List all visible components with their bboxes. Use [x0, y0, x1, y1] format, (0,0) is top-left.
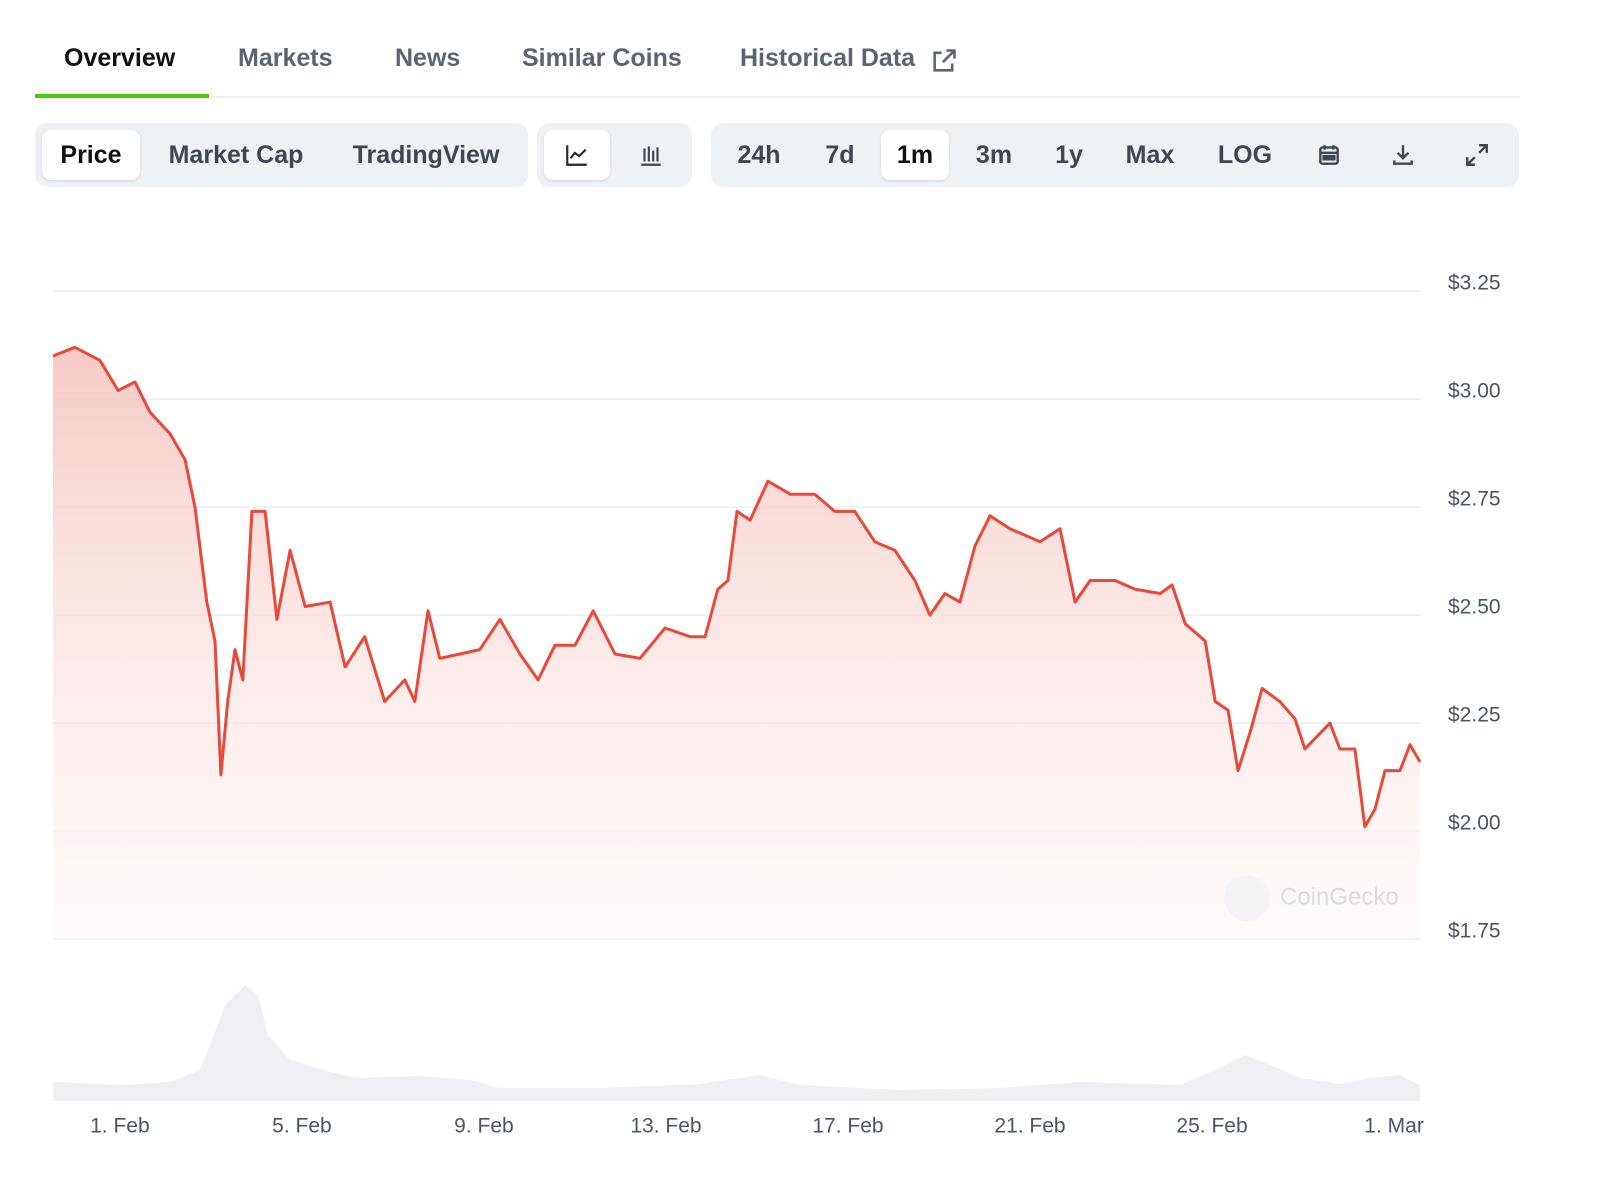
- fullscreen-button[interactable]: [1449, 130, 1505, 180]
- tradingview-button[interactable]: TradingView: [352, 141, 500, 169]
- x-tick-label: 13. Feb: [630, 1115, 701, 1138]
- watermark-text: CoinGecko: [1280, 883, 1399, 910]
- tab[interactable]: Overview: [64, 44, 176, 72]
- download-button[interactable]: [1375, 130, 1431, 180]
- x-tick-label: 25. Feb: [1176, 1115, 1247, 1138]
- price-button[interactable]: Price: [42, 130, 140, 180]
- x-tick-label: 1. Feb: [90, 1115, 150, 1138]
- range-button[interactable]: 1y: [1055, 141, 1083, 169]
- watermark: CoinGecko: [1224, 875, 1399, 921]
- x-tick-label: 9. Feb: [454, 1115, 514, 1138]
- y-tick-label: $2.50: [1448, 596, 1501, 619]
- tab[interactable]: Historical Data: [740, 44, 916, 72]
- tab[interactable]: Similar Coins: [522, 44, 682, 72]
- tab[interactable]: Markets: [238, 44, 333, 72]
- chart-kind-group: Price Market Cap TradingView: [35, 123, 528, 187]
- x-tick-label: 1. Mar: [1364, 1115, 1424, 1138]
- line-chart-button[interactable]: [544, 130, 610, 180]
- y-tick-label: $2.00: [1448, 812, 1501, 835]
- price-area: [53, 347, 1420, 939]
- tab-divider: [35, 96, 1520, 98]
- external-link-icon[interactable]: [930, 47, 958, 75]
- market-cap-button[interactable]: Market Cap: [168, 141, 304, 169]
- y-tick-label: $1.75: [1448, 920, 1501, 943]
- range-group: 24h 7d 1m 3m 1y Max LOG: [711, 123, 1519, 187]
- range-button[interactable]: Max: [1125, 141, 1175, 169]
- x-tick-label: 17. Feb: [812, 1115, 883, 1138]
- range-button[interactable]: 24h: [737, 141, 781, 169]
- price-line: [52, 345, 1422, 829]
- calendar-button[interactable]: [1301, 130, 1357, 180]
- volume-area: [53, 985, 1420, 1101]
- chart-style-group: [537, 123, 692, 187]
- y-tick-label: $2.25: [1448, 704, 1501, 727]
- range-button[interactable]: 3m: [975, 141, 1013, 169]
- x-tick-label: 5. Feb: [272, 1115, 332, 1138]
- x-tick-label: 21. Feb: [994, 1115, 1065, 1138]
- tab[interactable]: News: [395, 44, 461, 72]
- y-tick-label: $3.00: [1448, 380, 1501, 403]
- tab-underline: [35, 94, 209, 98]
- range-button[interactable]: 1m: [881, 130, 949, 180]
- y-tick-label: $2.75: [1448, 488, 1501, 511]
- range-button[interactable]: 7d: [825, 141, 855, 169]
- log-button[interactable]: LOG: [1217, 141, 1273, 169]
- y-tick-label: $3.25: [1448, 272, 1501, 295]
- candle-chart-button[interactable]: [618, 130, 684, 180]
